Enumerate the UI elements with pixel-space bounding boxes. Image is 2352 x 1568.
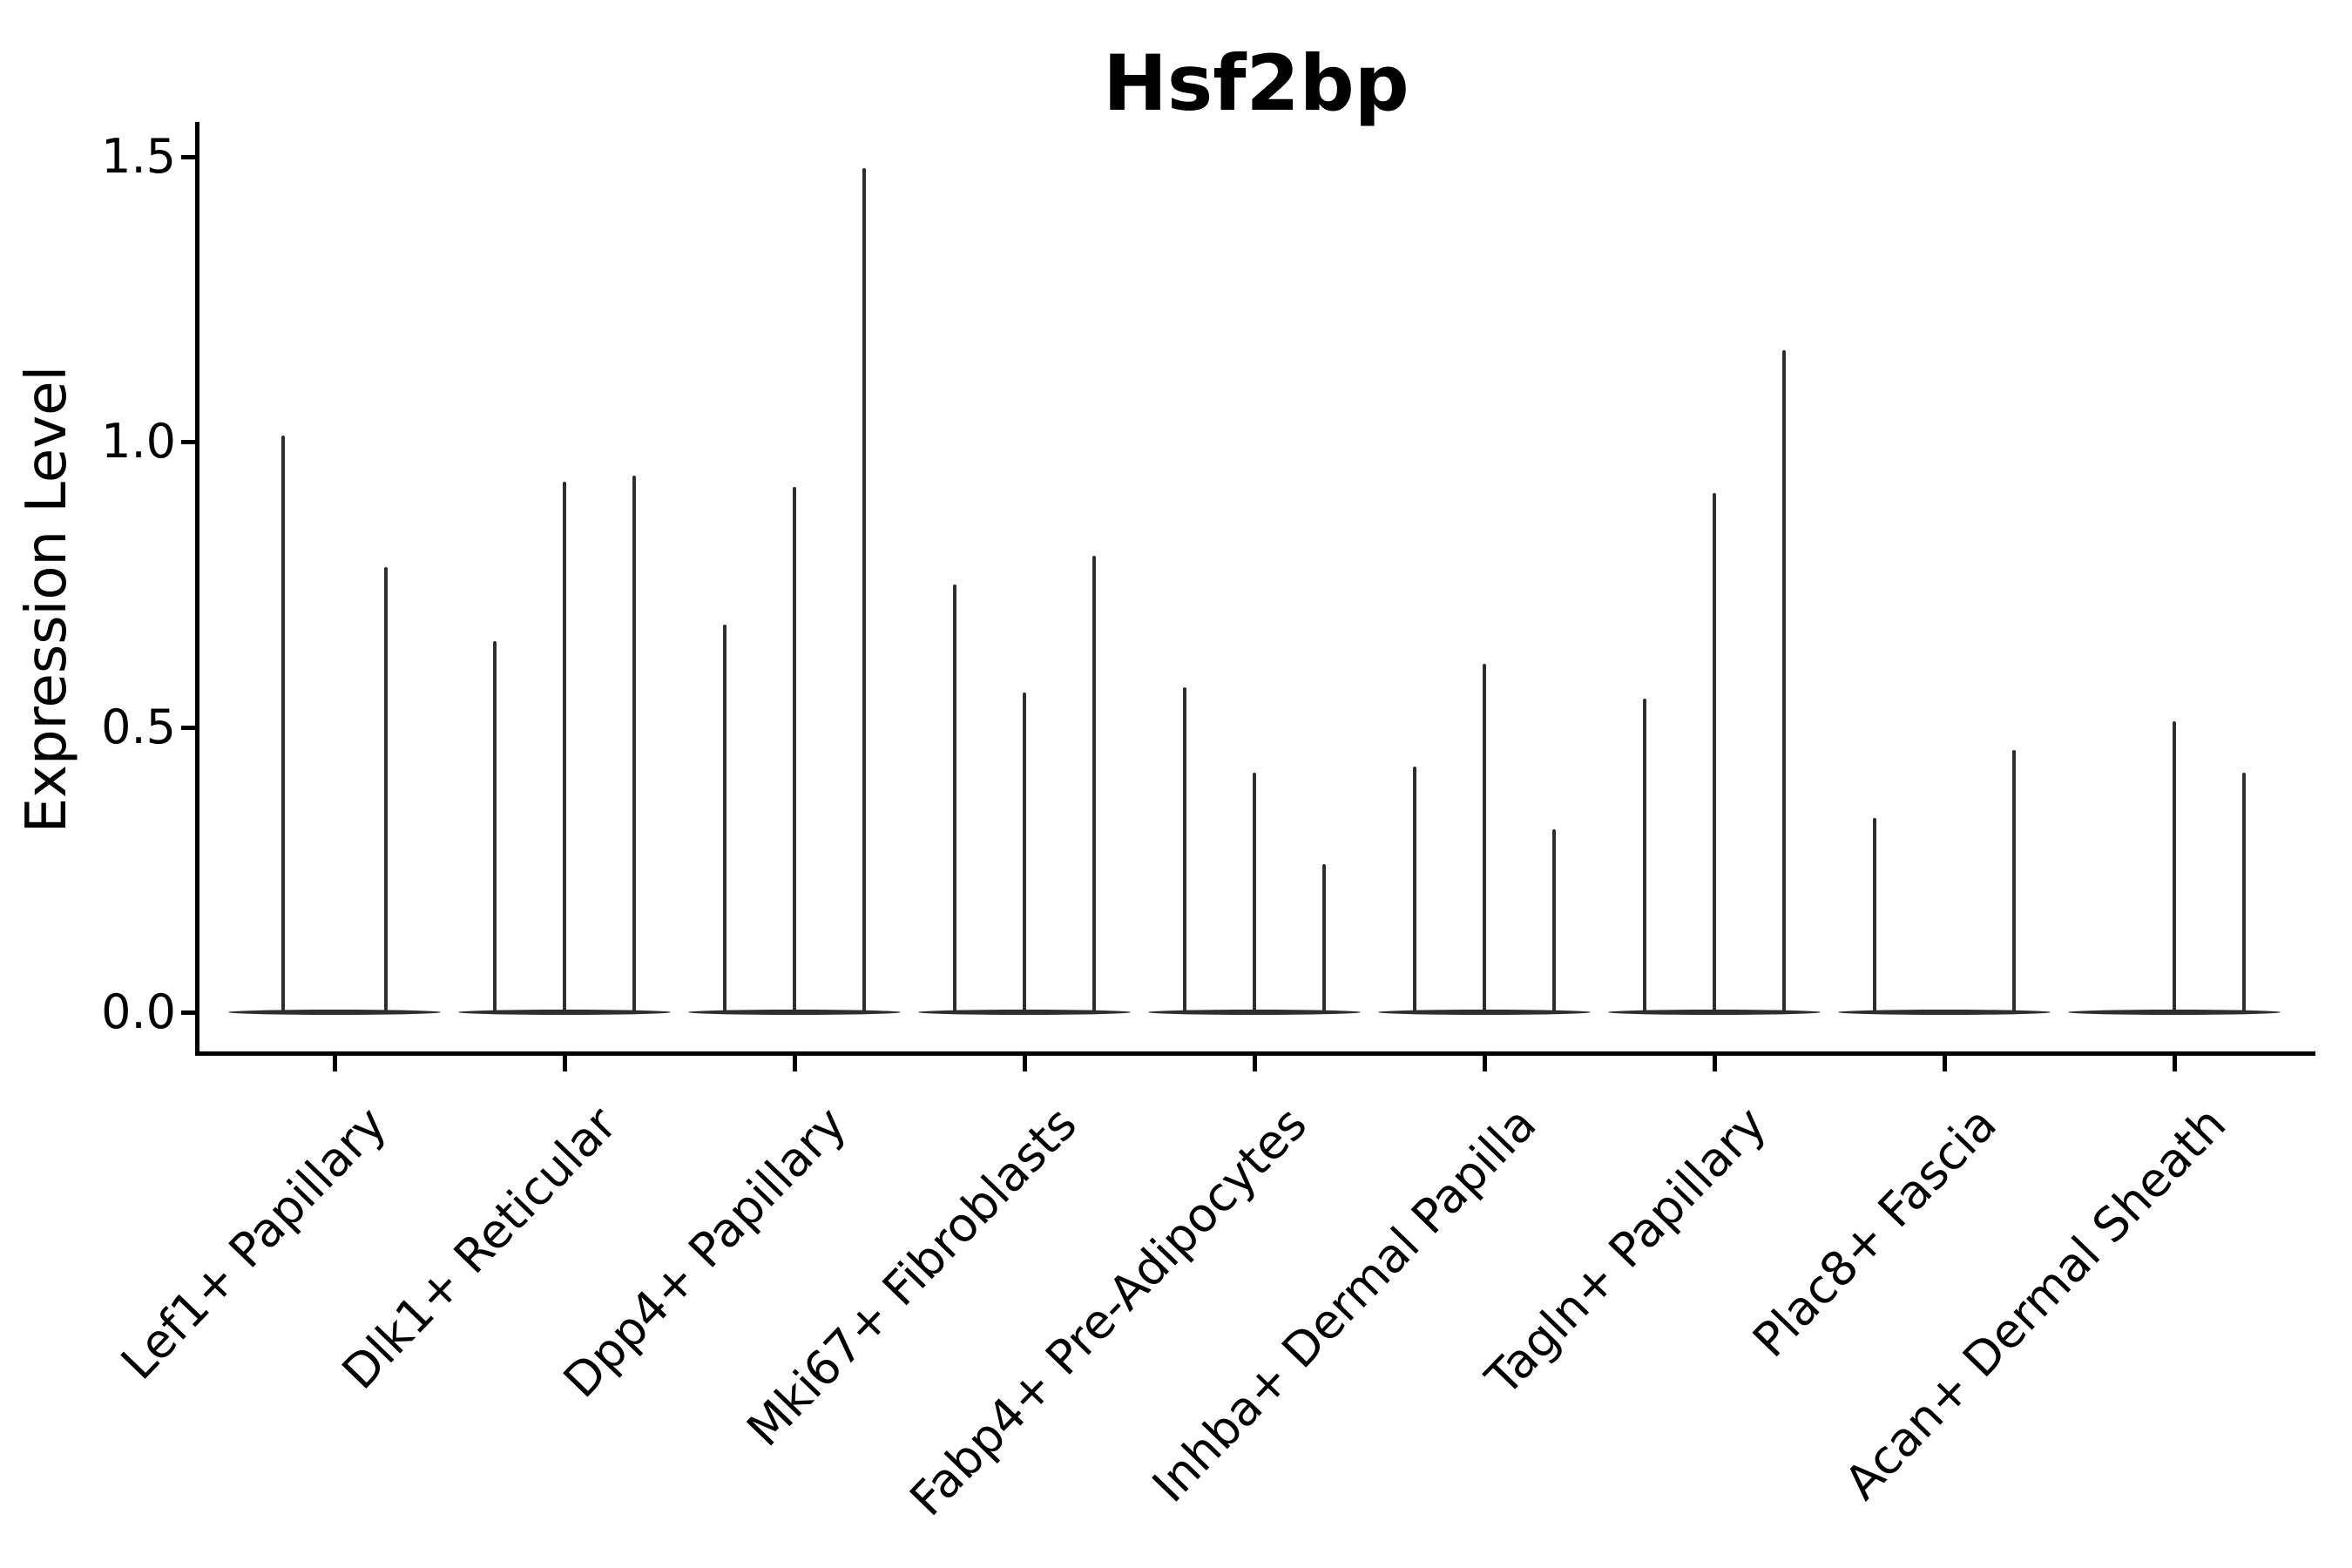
x-tick <box>1253 1056 1257 1071</box>
violin-spike <box>862 167 866 1012</box>
violin-baseline <box>1148 1010 1361 1015</box>
y-tick-label: 0.0 <box>101 984 176 1039</box>
violin-spike <box>1552 829 1556 1012</box>
y-tick-label: 1.0 <box>101 414 176 469</box>
violin-spike <box>563 481 566 1012</box>
x-tick-label: Plac8+ Fascia <box>1741 1096 2007 1369</box>
violin-spike <box>1483 664 1486 1012</box>
violin-spike <box>1413 767 1416 1012</box>
y-tick-label: 0.5 <box>101 699 176 754</box>
violin-spike <box>493 641 497 1012</box>
x-tick <box>1713 1056 1717 1071</box>
x-tick <box>2173 1056 2177 1071</box>
violin-spike <box>2173 720 2176 1012</box>
x-tick <box>333 1056 337 1071</box>
violin-spike <box>723 624 727 1012</box>
violin-spike <box>1183 686 1186 1012</box>
x-tick <box>1023 1056 1027 1071</box>
violin-spike <box>1253 772 1256 1012</box>
y-tick <box>181 1010 196 1015</box>
violin-spike <box>632 476 636 1012</box>
y-tick <box>181 154 196 159</box>
x-tick-label: Inhba+ Dermal Papilla <box>1142 1096 1547 1513</box>
violin-spike <box>2242 772 2246 1012</box>
violin-spike <box>793 487 796 1012</box>
violin-baseline <box>1378 1010 1591 1015</box>
violin-spike <box>1322 863 1326 1012</box>
x-tick-label: Fabp4+ Pre-Adipocytes <box>898 1096 1317 1527</box>
x-tick <box>1483 1056 1487 1071</box>
violin-baseline <box>1838 1010 2051 1015</box>
x-tick <box>793 1056 797 1071</box>
violin-baseline <box>228 1010 441 1015</box>
violin-baseline <box>2068 1010 2281 1015</box>
violin-baseline <box>1608 1010 1821 1015</box>
y-tick <box>181 440 196 444</box>
x-tick <box>563 1056 567 1071</box>
violin-spike <box>1092 556 1096 1012</box>
violin-spike <box>1713 492 1716 1012</box>
violin-spike <box>2012 749 2016 1012</box>
violin-spike <box>384 567 388 1012</box>
violin-spike <box>281 436 285 1012</box>
violin-spike <box>1873 818 1876 1012</box>
y-axis-spine <box>195 122 199 1056</box>
y-tick <box>181 725 196 730</box>
violin-baseline <box>688 1010 901 1015</box>
x-tick <box>1943 1056 1947 1071</box>
violin-spike <box>1643 698 1646 1012</box>
violin-baseline <box>458 1010 671 1015</box>
chart-title: Hsf2bp <box>1103 38 1409 128</box>
x-tick-label: Acan+ Dermal Sheath <box>1834 1096 2237 1511</box>
violin-spike <box>953 584 956 1012</box>
violin-baseline <box>918 1010 1131 1015</box>
violin-spike <box>1023 693 1026 1012</box>
x-axis-spine <box>195 1051 2315 1056</box>
y-tick-label: 1.5 <box>101 128 176 184</box>
violin-spike <box>1782 350 1786 1012</box>
